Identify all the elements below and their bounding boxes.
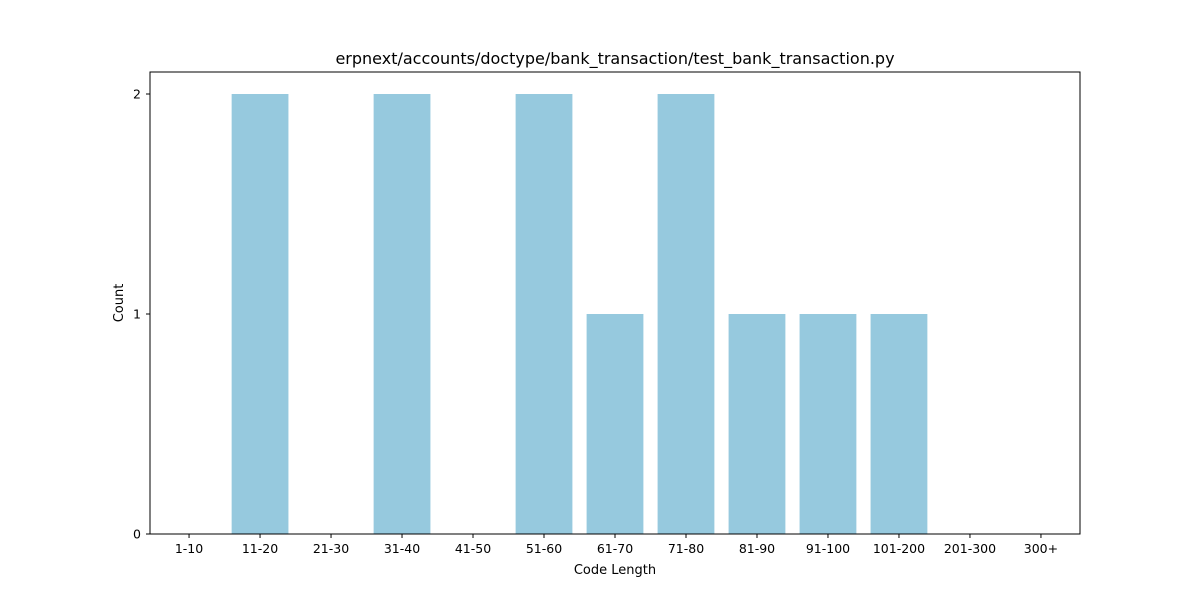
bar-101-200: [870, 314, 928, 534]
x-tick-label: 101-200: [873, 541, 925, 556]
bars-group: [231, 94, 928, 534]
x-tick-label: 41-50: [455, 541, 491, 556]
x-tick-label: 91-100: [806, 541, 850, 556]
x-tick-label: 51-60: [526, 541, 562, 556]
y-axis-label: Count: [112, 284, 127, 323]
bar-81-90: [728, 314, 786, 534]
y-tick-label: 1: [133, 307, 141, 322]
x-tick-label: 61-70: [597, 541, 633, 556]
bar-61-70: [586, 314, 644, 534]
bar-71-80: [657, 94, 715, 534]
x-tick-label: 81-90: [739, 541, 775, 556]
x-tick-label: 21-30: [313, 541, 349, 556]
x-tick-label: 11-20: [242, 541, 278, 556]
x-axis: 1-10 11-20 21-30 31-40 41-50 51-60 61-70 71-80 8…: [175, 534, 1058, 556]
y-tick-label: 0: [133, 527, 141, 542]
x-tick-label: 31-40: [384, 541, 420, 556]
bar-31-40: [373, 94, 431, 534]
x-axis-label: Code Length: [574, 563, 656, 578]
bar-51-60: [515, 94, 573, 534]
x-tick-label: 1-10: [175, 541, 203, 556]
y-axis: 0 1 2: [133, 87, 150, 542]
bar-11-20: [231, 94, 289, 534]
x-tick-label: 71-80: [668, 541, 704, 556]
x-tick-label: 201-300: [944, 541, 996, 556]
bar-91-100: [799, 314, 857, 534]
x-tick-label: 300+: [1024, 541, 1058, 556]
y-tick-label: 2: [133, 87, 141, 102]
chart-title: erpnext/accounts/doctype/bank_transactio…: [335, 49, 894, 69]
